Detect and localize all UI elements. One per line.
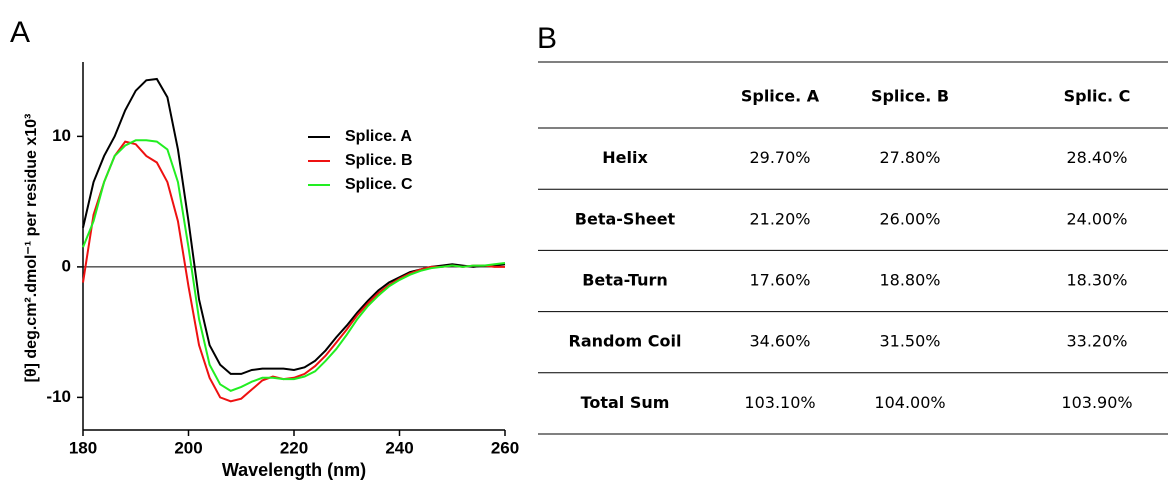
legend-label: Splice. A [345,128,412,145]
table-cell: 104.00% [874,393,945,412]
table-cell: 21.20% [749,209,810,228]
table-header: Splic. C [1064,87,1131,106]
row-label: Total Sum [581,393,670,412]
y-tick-label: 0 [62,256,71,275]
table-cell: 27.80% [879,148,940,167]
panel-label: A [10,16,30,49]
row-label: Helix [602,148,648,167]
table-cell: 18.30% [1066,271,1127,290]
table-cell: 24.00% [1066,209,1127,228]
row-label: Random Coil [569,332,682,351]
x-tick-label: 220 [280,438,308,457]
table-cell: 28.40% [1066,148,1127,167]
table-header: Splice. A [741,87,820,106]
y-tick-label: -10 [46,387,71,406]
series-line [82,140,505,403]
x-tick-label: 240 [385,438,413,457]
row-label: Beta-Sheet [575,209,676,228]
row-label: Beta-Turn [582,271,668,290]
table-cell: 29.70% [749,148,810,167]
table-cell: 33.20% [1066,332,1127,351]
table-header: Splice. B [871,87,949,106]
series-line [82,139,506,392]
table-cell: 103.10% [744,393,815,412]
x-tick-label: 260 [491,438,519,457]
legend-label: Splice. C [345,176,413,193]
table-cell: 34.60% [749,332,810,351]
table-cell: 103.90% [1061,393,1132,412]
table-cell: 26.00% [879,209,940,228]
x-axis-label: Wavelength (nm) [222,460,366,480]
table-cell: 17.60% [749,271,810,290]
y-axis-label: [θ] deg.cm².dmol⁻¹ per residue x10³ [23,114,40,383]
x-tick-label: 180 [69,438,97,457]
y-tick-label: 10 [52,126,71,145]
panel-label: B [537,22,557,55]
table-cell: 18.80% [879,271,940,290]
table-cell: 31.50% [879,332,940,351]
x-tick-label: 200 [174,438,202,457]
legend-label: Splice. B [345,152,413,169]
series-line [82,77,506,375]
